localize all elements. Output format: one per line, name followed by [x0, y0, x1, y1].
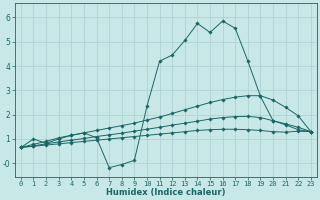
X-axis label: Humidex (Indice chaleur): Humidex (Indice chaleur) [106, 188, 226, 197]
